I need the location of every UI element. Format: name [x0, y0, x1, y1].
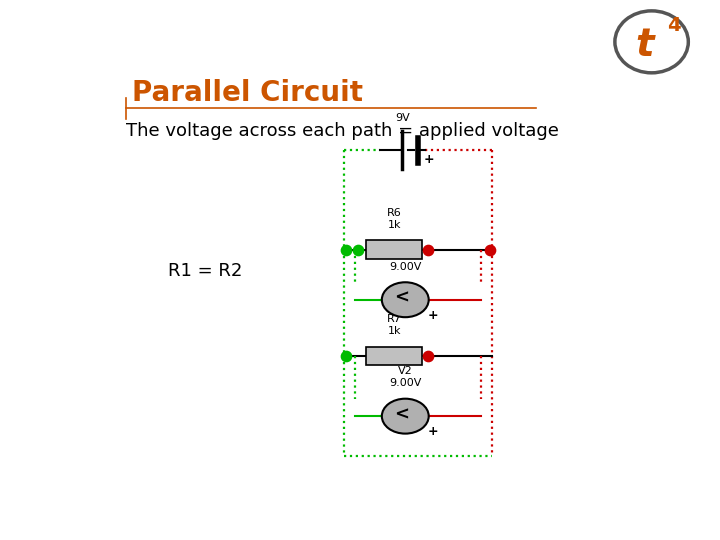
Text: V2: V2 [398, 366, 413, 376]
Text: +: + [423, 153, 434, 166]
Text: 9.00V: 9.00V [389, 262, 421, 272]
Text: R1 = R2: R1 = R2 [168, 261, 243, 280]
Text: <: < [395, 289, 410, 307]
Text: Parallel Circuit: Parallel Circuit [132, 79, 363, 107]
Bar [366, 347, 422, 365]
Text: 9V: 9V [395, 113, 410, 123]
Text: +: + [428, 309, 438, 322]
Point [484, 246, 495, 254]
Point [422, 246, 433, 254]
Point [341, 352, 352, 360]
Bar [366, 240, 422, 259]
Point [341, 246, 352, 254]
Text: 1k: 1k [387, 220, 401, 230]
Text: +: + [428, 425, 438, 438]
Text: 1k: 1k [387, 326, 401, 336]
Point [352, 246, 364, 254]
Text: 4: 4 [667, 16, 681, 35]
Text: R7: R7 [387, 314, 402, 323]
Text: <: < [395, 405, 410, 423]
Text: 9.00V: 9.00V [389, 379, 421, 388]
Text: The voltage across each path = applied voltage: The voltage across each path = applied v… [126, 122, 559, 140]
Text: t: t [636, 26, 654, 64]
Circle shape [382, 399, 428, 434]
Text: R6: R6 [387, 207, 402, 218]
Circle shape [382, 282, 428, 317]
Text: V1: V1 [398, 249, 413, 259]
Point [422, 352, 433, 360]
